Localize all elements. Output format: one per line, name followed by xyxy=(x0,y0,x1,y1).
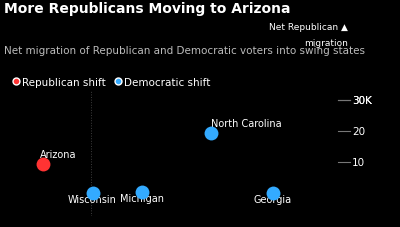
Text: 30K: 30K xyxy=(352,95,372,105)
Text: Michigan: Michigan xyxy=(120,193,164,203)
Text: More Republicans Moving to Arizona: More Republicans Moving to Arizona xyxy=(4,2,290,16)
Point xyxy=(138,190,145,194)
Text: 10: 10 xyxy=(352,158,365,168)
Legend: Republican shift, Democratic shift: Republican shift, Democratic shift xyxy=(9,73,215,91)
Text: 20: 20 xyxy=(352,126,365,136)
Point xyxy=(40,162,46,166)
Text: Wisconsin: Wisconsin xyxy=(68,194,117,204)
Point xyxy=(89,191,96,195)
Text: Georgia: Georgia xyxy=(254,194,292,204)
Text: Net Republican ▲: Net Republican ▲ xyxy=(269,23,348,32)
Text: 30K: 30K xyxy=(352,95,372,105)
Text: migration: migration xyxy=(304,39,348,47)
Point xyxy=(270,191,276,195)
Text: Net migration of Republican and Democratic voters into swing states: Net migration of Republican and Democrat… xyxy=(4,45,365,55)
Point xyxy=(208,131,214,135)
Text: Arizona: Arizona xyxy=(40,150,76,159)
Text: North Carolina: North Carolina xyxy=(211,118,281,128)
